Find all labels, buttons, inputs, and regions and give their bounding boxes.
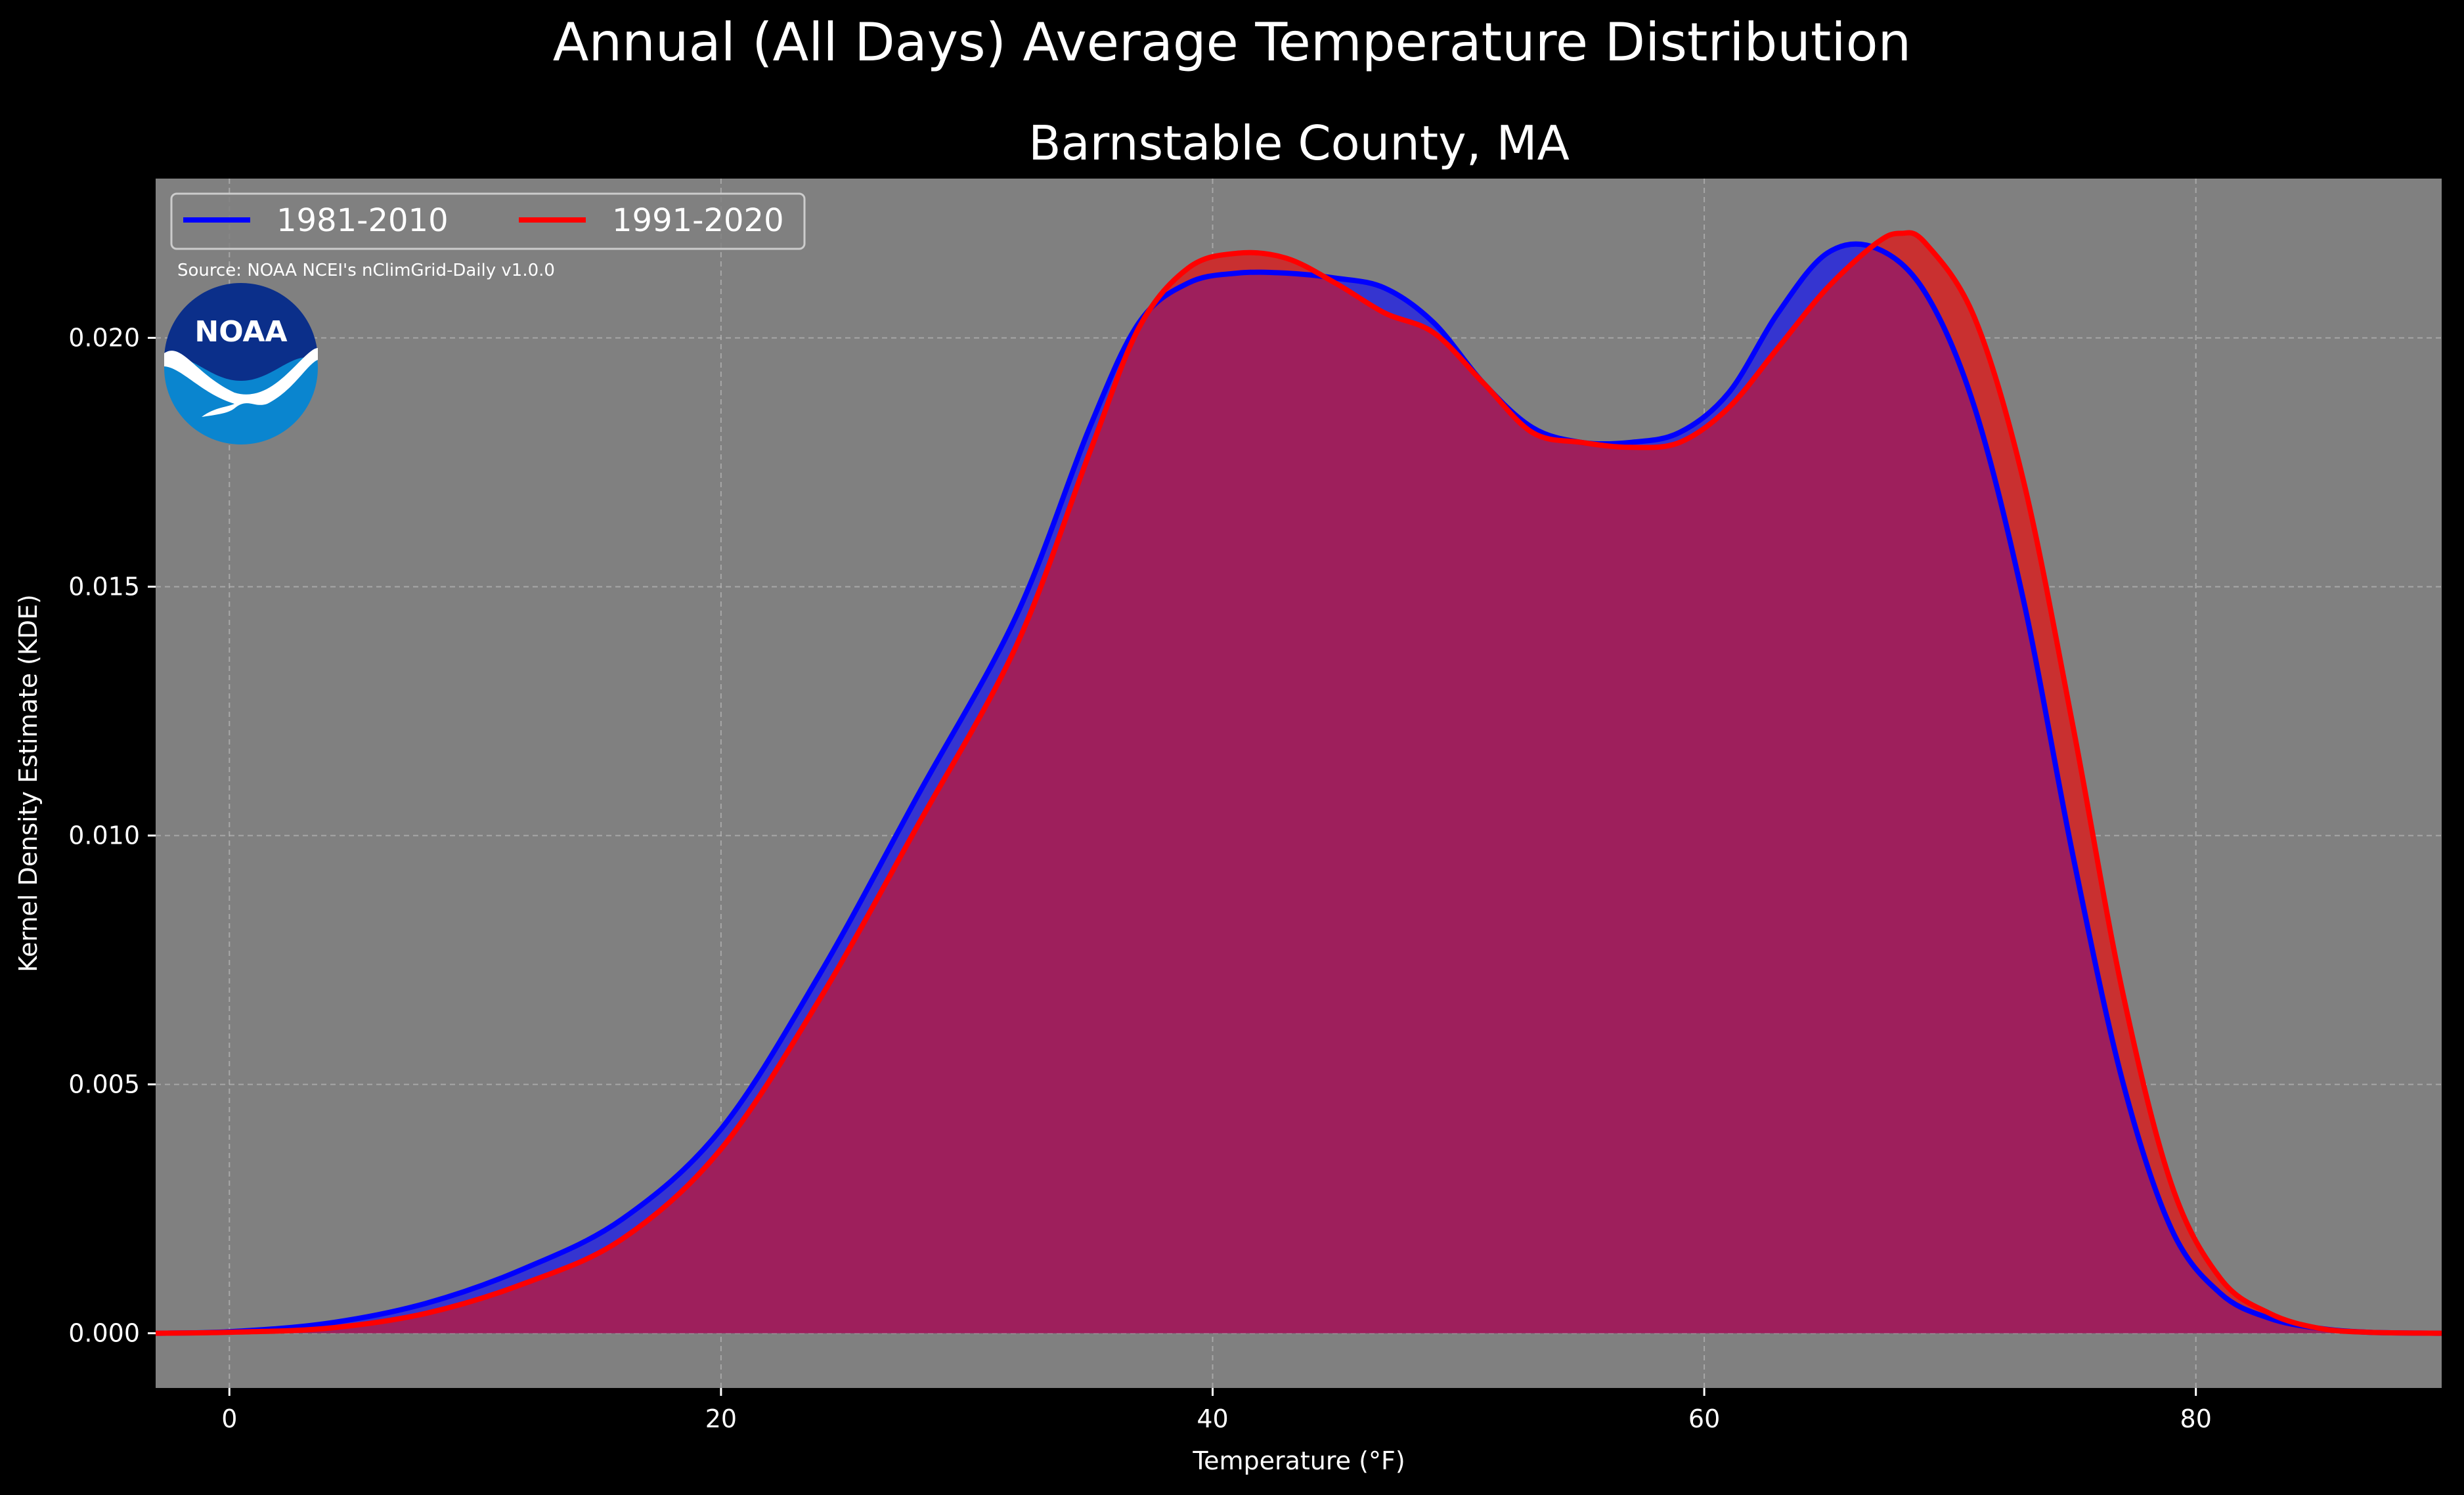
logo-text: NOAA [194, 315, 287, 349]
y-axis-label: Kernel Density Estimate (KDE) [14, 594, 43, 972]
x-axis-ticks: 0 20 40 60 80 [221, 1388, 2212, 1433]
legend: 1981-2010 1991-2020 [170, 192, 806, 250]
x-tick-label-3: 60 [1688, 1404, 1720, 1433]
source-note: Source: NOAA NCEI's nClimGrid-Daily v1.0… [177, 261, 555, 280]
legend-label-1981-2010: 1981-2010 [276, 202, 449, 239]
y-tick-label-0: 0.000 [68, 1319, 140, 1348]
legend-box [170, 192, 806, 250]
logo-gull [164, 348, 318, 417]
chart-suptitle: Annual (All Days) Average Temperature Di… [553, 12, 1911, 73]
y-tick-label-3: 0.015 [68, 573, 140, 601]
series-fill-overlap [156, 244, 2442, 1333]
logo-upper [164, 283, 318, 381]
x-tick-label-2: 40 [1197, 1404, 1228, 1433]
series-line-1991-2020 [156, 230, 2442, 1336]
x-tick-label-1: 20 [705, 1404, 737, 1433]
y-tick-label-4: 0.020 [68, 324, 140, 353]
legend-label-1991-2020: 1991-2020 [612, 202, 784, 239]
y-tick-label-2: 0.010 [68, 821, 140, 850]
x-tick-label-0: 0 [221, 1404, 237, 1433]
chart-subtitle: Barnstable County, MA [1028, 116, 1570, 171]
noaa-logo-icon: NOAA [164, 283, 318, 444]
x-tick-label-4: 80 [2180, 1404, 2212, 1433]
y-tick-label-1: 0.005 [68, 1070, 140, 1099]
x-axis-label: Temperature (°F) [1192, 1446, 1405, 1475]
y-axis-ticks: 0.000 0.005 0.010 0.015 0.020 [68, 324, 156, 1348]
